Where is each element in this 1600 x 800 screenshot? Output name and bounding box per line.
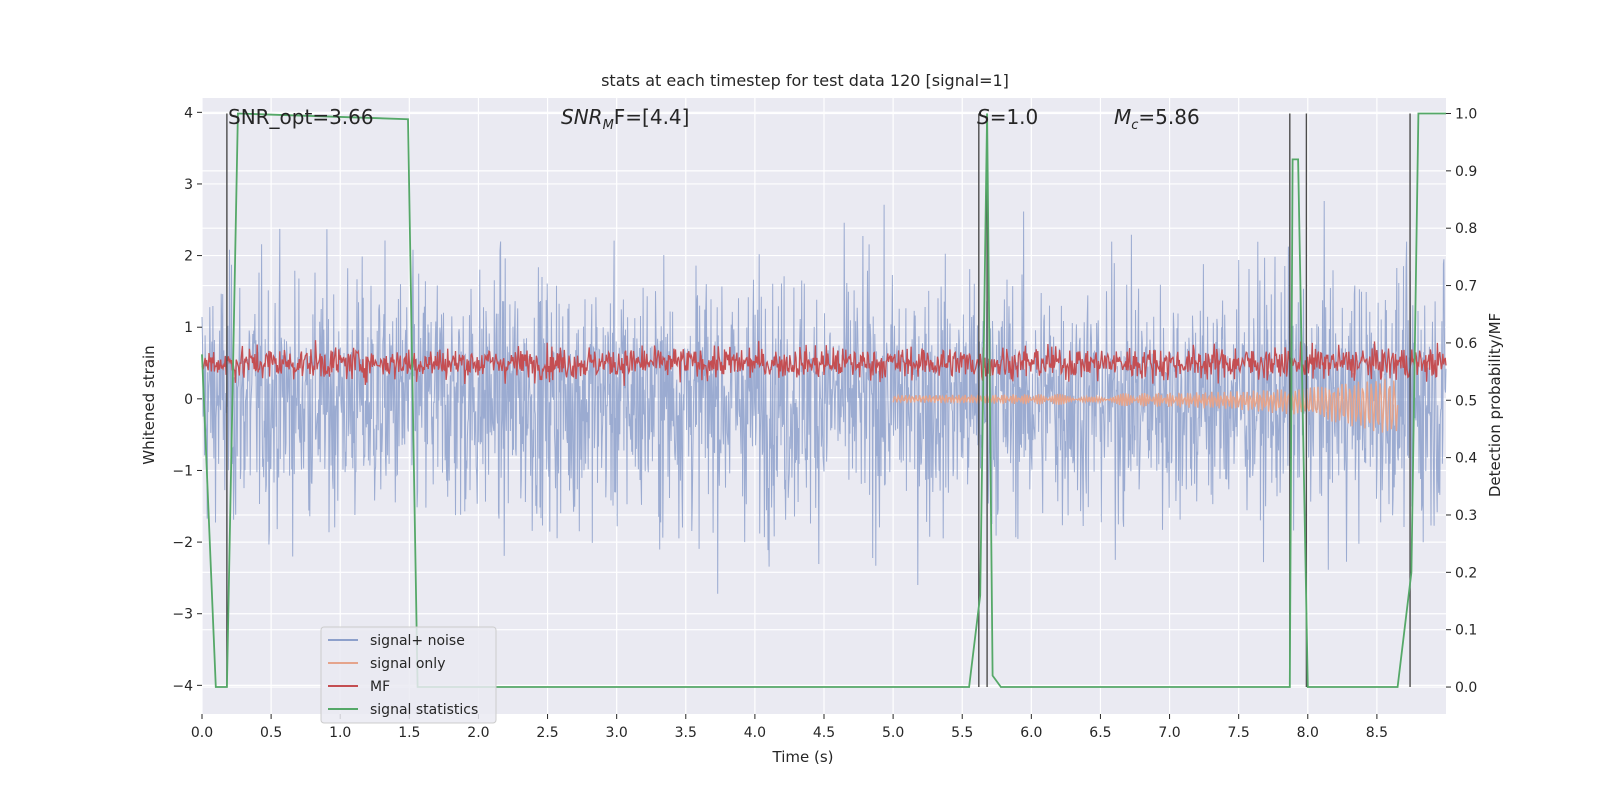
annotation-snr-mf-sub: M <box>603 118 614 133</box>
x-tick-label: 7.0 <box>1158 725 1180 741</box>
x-axis: 0.0 0.5 1.0 1.5 2.0 2.5 3.0 3.5 4.0 4.5 5.0 5.5 6.0 6… <box>191 714 1388 741</box>
signal-statistics-series <box>201 112 1446 688</box>
y-right-tick-label: 1.0 <box>1455 106 1477 122</box>
y-left-tick-label: 2 <box>184 249 193 265</box>
annotation-snr-opt: SNR_opt=3.66 <box>228 105 374 129</box>
signal-statistics-line <box>201 112 1446 688</box>
annotation-mc-base: M <box>1114 105 1131 129</box>
annotation-mc-value: =5.86 <box>1138 105 1199 129</box>
signal-only-series <box>892 378 1399 433</box>
x-tick-label: 4.5 <box>813 725 835 741</box>
x-tick-label: 3.5 <box>675 725 697 741</box>
x-tick-label: 4.0 <box>744 725 766 741</box>
x-tick-label: 5.5 <box>951 725 973 741</box>
chart-title: stats at each timestep for test data 120… <box>601 71 1009 90</box>
y-right-tick-label: 0.4 <box>1455 451 1477 467</box>
y-right-tick-label: 0.7 <box>1455 279 1477 295</box>
x-tick-label: 0.0 <box>191 725 213 741</box>
mf-line <box>201 340 1447 386</box>
annotation-s-value: =1.0 <box>990 105 1039 129</box>
legend-label-signal: signal only <box>370 656 445 672</box>
x-tick-label: 5.0 <box>882 725 904 741</box>
x-tick-label: 0.5 <box>260 725 282 741</box>
y-left-tick-label: 0 <box>184 392 193 408</box>
x-tick-label: 2.5 <box>536 725 558 741</box>
y-axis-left-label: Whitened strain <box>140 345 158 464</box>
y-right-tick-label: 0.2 <box>1455 565 1477 581</box>
annotation-s-label: S <box>977 105 990 129</box>
x-tick-label: 2.0 <box>467 725 489 741</box>
annotation-s: S=1.0 <box>977 105 1038 129</box>
signal-only-line <box>892 378 1399 433</box>
annotation-snr-mf-base: SNR <box>561 105 603 129</box>
x-tick-label: 3.0 <box>606 725 628 741</box>
y-left-tick-label: −3 <box>172 607 193 623</box>
y-left-tick-label: −4 <box>172 678 193 694</box>
annotation-mc-sub: c <box>1131 118 1138 133</box>
legend-label-stats: signal statistics <box>370 702 478 718</box>
y-right-tick-label: 0.5 <box>1455 393 1477 409</box>
x-tick-label: 8.5 <box>1366 725 1388 741</box>
x-tick-label: 6.5 <box>1089 725 1111 741</box>
y-left-tick-label: −2 <box>172 535 193 551</box>
y-axis-right-label: Detection probability/MF <box>1486 313 1504 497</box>
y-left-tick-label: 1 <box>184 320 193 336</box>
x-axis-label: Time (s) <box>772 748 834 766</box>
signal-noise-line <box>201 200 1447 594</box>
x-tick-label: 6.0 <box>1020 725 1042 741</box>
y-right-tick-label: 0.9 <box>1455 164 1477 180</box>
y-right-tick-label: 0.0 <box>1455 680 1477 696</box>
y-right-tick-label: 0.8 <box>1455 221 1477 237</box>
y-left-tick-label: −1 <box>172 463 193 479</box>
y-left-tick-label: 4 <box>184 105 193 121</box>
x-tick-label: 7.5 <box>1228 725 1250 741</box>
y-right-tick-label: 0.6 <box>1455 336 1477 352</box>
legend-box <box>320 626 497 724</box>
y-axis-right: 0.0 0.1 0.2 0.3 0.4 0.5 0.6 0.7 0.8 0.9 1.0 <box>1446 106 1477 696</box>
y-right-tick-label: 0.3 <box>1455 508 1477 524</box>
y-axis-left: −4 −3 −2 −1 0 1 2 3 4 <box>172 105 202 694</box>
legend-label-noise: signal+ noise <box>370 633 465 649</box>
annotation-mc: Mc=5.86 <box>1114 105 1200 133</box>
x-tick-label: 8.0 <box>1297 725 1319 741</box>
y-right-tick-label: 0.1 <box>1455 623 1477 639</box>
signal-noise-series <box>201 200 1447 594</box>
x-tick-label: 1.5 <box>398 725 420 741</box>
mf-series <box>201 340 1447 386</box>
legend-label-mf: MF <box>370 679 390 695</box>
annotation-snr-mf: SNRMF=[4.4] <box>561 105 689 133</box>
y-left-tick-label: 3 <box>184 177 193 193</box>
x-tick-label: 1.0 <box>329 725 351 741</box>
annotation-snr-mf-rest: F=[4.4] <box>614 105 690 129</box>
legend: signal+ noise signal only MF signal stat… <box>320 626 497 724</box>
plot-area <box>201 98 1447 714</box>
